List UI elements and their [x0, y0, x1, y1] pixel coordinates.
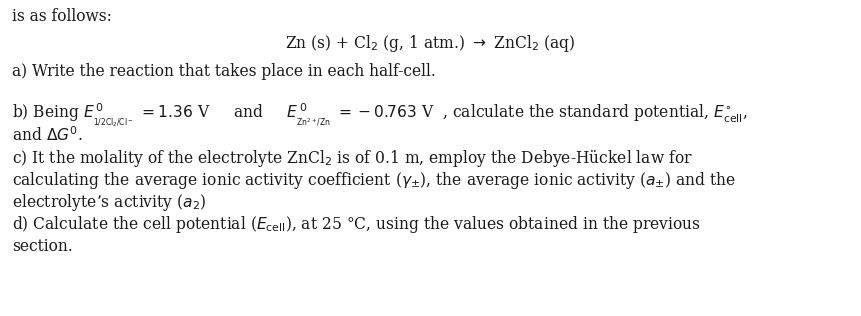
Text: section.: section.	[12, 238, 72, 255]
Text: d) Calculate the cell potential ($E_{\mathrm{cell}}$), at 25 °C, using the value: d) Calculate the cell potential ($E_{\ma…	[12, 214, 701, 235]
Text: b) Being $\mathit{E}^{\,0}_{\mathrm{^{\,}_{1/2Cl_2/Cl^-}}}$ $= 1.36$ V     and  : b) Being $\mathit{E}^{\,0}_{\mathrm{^{\,…	[12, 101, 747, 129]
Text: Zn (s) + Cl$_2$ (g, 1 atm.) $\rightarrow$ ZnCl$_2$ (aq): Zn (s) + Cl$_2$ (g, 1 atm.) $\rightarrow…	[285, 33, 575, 54]
Text: is as follows:: is as follows:	[12, 8, 112, 25]
Text: calculating the average ionic activity coefficient ($\gamma_{\pm}$), the average: calculating the average ionic activity c…	[12, 170, 736, 191]
Text: and $\Delta G^0$.: and $\Delta G^0$.	[12, 126, 83, 145]
Text: electrolyte’s activity ($a_2$): electrolyte’s activity ($a_2$)	[12, 192, 207, 213]
Text: a) Write the reaction that takes place in each half-cell.: a) Write the reaction that takes place i…	[12, 63, 436, 80]
Text: c) It the molality of the electrolyte ZnCl$_2$ is of 0.1 m, employ the Debye-Hüc: c) It the molality of the electrolyte Zn…	[12, 148, 693, 169]
